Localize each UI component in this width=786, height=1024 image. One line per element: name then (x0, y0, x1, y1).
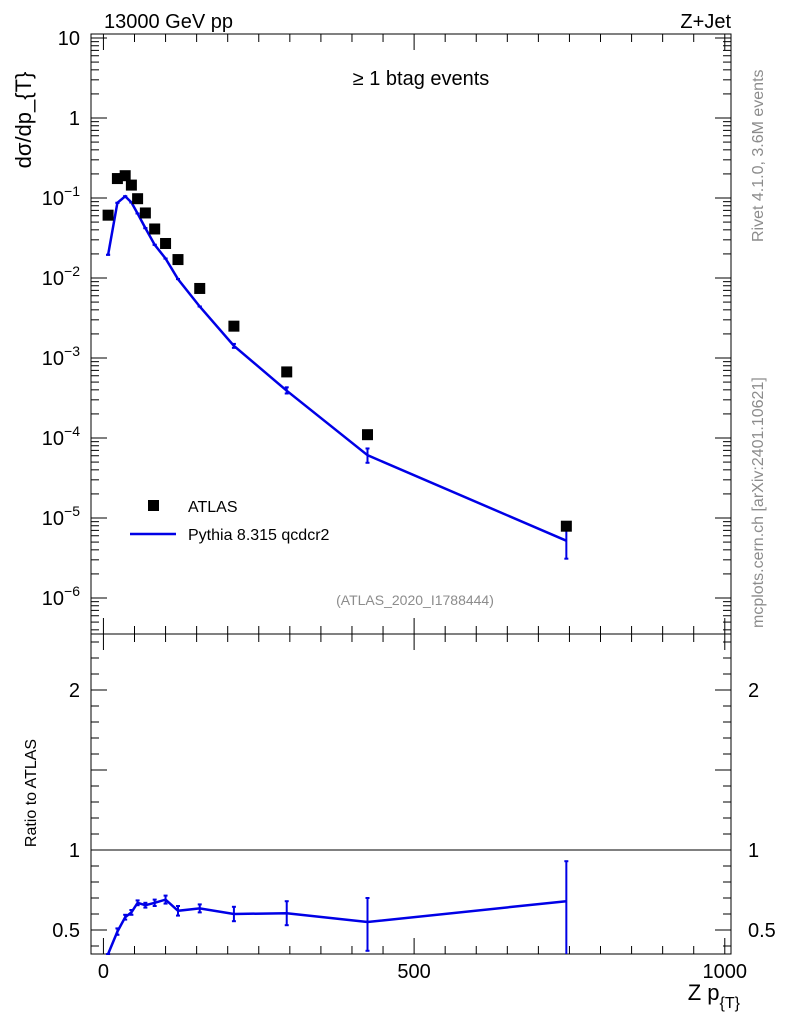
data-point (160, 237, 172, 249)
data-point (102, 209, 114, 221)
ratio-y-tick-label: 2 (69, 680, 80, 702)
data-point (139, 207, 151, 219)
data-point (362, 429, 374, 441)
main-y-tick-label: 10−5 (42, 503, 80, 530)
main-plot-frame (90, 33, 732, 635)
analysis-label: (ATLAS_2020_I1788444) (336, 592, 494, 608)
main-y-tick-label: 10−4 (42, 423, 80, 450)
ratio-y-tick-label-right: 1 (748, 840, 759, 862)
ratio-y-tick-labels: 0.5 1 2 0.5 1 2 (52, 680, 776, 942)
ratio-y-tick-label: 0.5 (52, 920, 80, 942)
data-point (560, 520, 572, 532)
ratio-line (106, 898, 567, 955)
data-point (111, 173, 123, 185)
ratio-series (106, 860, 569, 955)
main-y-tick-label: 10−3 (42, 343, 80, 370)
ratio-y-tick-label-right: 0.5 (748, 920, 776, 942)
legend-data-marker (148, 500, 159, 511)
ratio-plot-frame (90, 633, 732, 955)
ratio-y-tick-label: 1 (69, 840, 80, 862)
x-tick-label: 1000 (703, 961, 748, 983)
selection-annotation: ≥ 1 btag events (353, 68, 490, 90)
legend-mc-label: Pythia 8.315 qcdcr2 (188, 527, 330, 544)
header-left: 13000 GeV pp (104, 11, 233, 33)
data-series (102, 170, 572, 532)
main-y-tick-label: 1 (69, 108, 80, 130)
legend-data-label: ATLAS (188, 499, 238, 516)
x-tick-labels: 0 500 1000 (98, 961, 747, 983)
x-tick-label: 500 (397, 961, 430, 983)
data-point (228, 320, 240, 332)
data-point (281, 366, 293, 378)
mcplots-label: mcplots.cern.ch [arXiv:2401.10621] (750, 377, 767, 628)
data-point (119, 170, 131, 182)
mc-line (106, 194, 567, 542)
header-right: Z+Jet (680, 11, 731, 33)
main-y-tick-label: 10 (58, 28, 80, 50)
x-tick-label: 0 (98, 961, 109, 983)
data-point (149, 223, 161, 235)
ratio-axis-ticks (91, 641, 731, 947)
main-y-tick-label: 10−1 (42, 183, 80, 210)
main-y-tick-labels: 10 1 10−1 10−2 10−3 10−4 10−5 10−6 (42, 28, 80, 610)
ratio-y-axis-title: Ratio to ATLAS (23, 739, 40, 847)
data-point (125, 179, 137, 191)
data-point (172, 254, 184, 266)
main-y-axis-title: dσ/dp_{T} (11, 72, 36, 169)
data-point (194, 282, 206, 294)
x-axis-title: Z p{T} (688, 980, 741, 1012)
main-axis-ticks (91, 37, 731, 631)
x-axis-ticks (102, 34, 726, 954)
data-point (132, 193, 144, 205)
mc-series (106, 194, 569, 560)
main-y-tick-label: 10−6 (42, 583, 80, 610)
ratio-y-tick-label-right: 2 (748, 680, 759, 702)
rivet-version-label: Rivet 4.1.0, 3.6M events (750, 69, 767, 242)
main-y-tick-label: 10−2 (42, 263, 80, 290)
